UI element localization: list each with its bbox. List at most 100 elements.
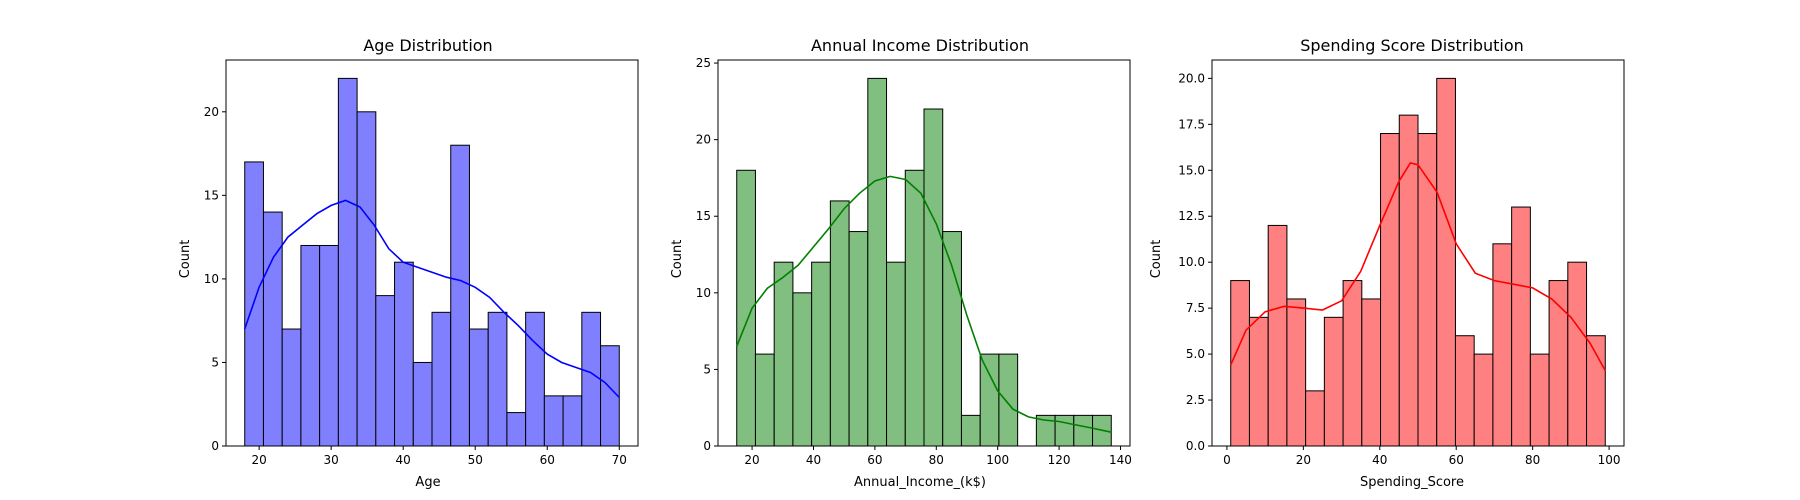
histogram-bar: [412, 361, 433, 447]
x-axis-ticks: 20 30 40 50 60 70: [251, 446, 627, 467]
y-tick-label: 5: [211, 355, 219, 369]
histogram-bar: [581, 311, 602, 447]
histogram-bar: [1342, 280, 1363, 447]
x-tick-label: 20: [744, 453, 759, 467]
y-tick-label: 20.0: [1178, 71, 1205, 85]
x-tick-label: 60: [540, 453, 555, 467]
histogram-bar: [1380, 133, 1400, 447]
histogram-bar: [1436, 77, 1456, 447]
x-tick-label: 120: [1048, 453, 1071, 467]
x-axis-label: Annual_Income_(k$): [854, 475, 986, 490]
histogram-bar: [754, 353, 775, 447]
x-tick-label: 60: [867, 453, 882, 467]
y-tick-label: 10: [696, 286, 711, 300]
y-axis-ticks: 0 5 10 15 20: [204, 105, 226, 453]
y-tick-label: 20: [204, 105, 219, 119]
histogram-bar: [1511, 206, 1531, 447]
histogram-bar: [1454, 335, 1475, 447]
histogram-bar: [1417, 133, 1438, 447]
histogram-bar: [979, 353, 1000, 447]
histogram-bar: [960, 414, 981, 447]
histogram-bar: [562, 395, 583, 447]
x-tick-label: 40: [396, 453, 411, 467]
panel-title: Annual Income Distribution: [811, 36, 1029, 55]
x-tick-label: 100: [986, 453, 1009, 467]
histogram-bar: [998, 353, 1019, 447]
histogram-bar: [543, 395, 564, 447]
histogram-bar: [848, 231, 869, 447]
y-tick-label: 25: [696, 56, 711, 70]
axes-frame: [717, 59, 1131, 447]
histogram-bar: [356, 111, 377, 447]
y-tick-label: 10.0: [1178, 255, 1205, 269]
panel-title: Age Distribution: [363, 36, 492, 55]
histogram-bar: [1473, 353, 1494, 447]
histogram-bars: [1230, 77, 1606, 447]
histogram-bar: [525, 311, 545, 447]
y-tick-label: 15: [696, 209, 711, 223]
axes-frame: [1211, 59, 1625, 447]
axes-frame: [225, 59, 639, 447]
histogram-bars: [736, 77, 1112, 447]
y-axis-label: Count: [1149, 240, 1164, 279]
x-tick-label: 40: [1372, 453, 1387, 467]
histogram-bar: [319, 244, 339, 447]
histogram-bar: [468, 328, 489, 447]
y-axis-ticks: 0 5 10 15 20 25: [696, 56, 718, 453]
y-tick-label: 0: [211, 439, 219, 453]
spending-score-distribution-panel: Spending Score Distribution Spending_Sco…: [1149, 36, 1625, 490]
x-axis-ticks: 20 40 60 80 100 120 140: [744, 446, 1132, 467]
histogram-bar: [1323, 316, 1344, 447]
panel-title: Spending Score Distribution: [1300, 36, 1524, 55]
histogram-bar: [1230, 280, 1250, 447]
x-tick-label: 20: [251, 453, 266, 467]
histogram-bars: [244, 77, 620, 447]
histogram-bar: [600, 345, 620, 447]
x-tick-label: 80: [1525, 453, 1540, 467]
x-axis-ticks: 0 20 40 60 80 100: [1223, 446, 1621, 467]
histogram-bar: [942, 231, 962, 447]
y-tick-label: 20: [696, 133, 711, 147]
annual-income-distribution-panel: Annual Income Distribution Annual_Income…: [670, 36, 1132, 490]
histogram-bar: [811, 261, 831, 447]
histogram-bar: [792, 292, 813, 447]
histogram-bar: [450, 144, 470, 447]
kde-curve: [243, 199, 620, 399]
histogram-bar: [904, 169, 925, 447]
age-distribution-panel: Age Distribution Age Count 20 30 40 50 60 700…: [178, 36, 639, 490]
histogram-bar: [1361, 298, 1382, 447]
histogram-bar: [394, 261, 414, 447]
histogram-bar: [1529, 353, 1550, 447]
histogram-bar: [487, 311, 508, 447]
y-axis-ticks: 0.0 2.5 5.0 7.5 10.0 12.5 15.0 17.5 20.0: [1178, 71, 1212, 453]
y-tick-label: 7.5: [1186, 301, 1205, 315]
y-tick-label: 10: [204, 272, 219, 286]
histogram-bar: [506, 412, 527, 447]
y-tick-label: 17.5: [1178, 117, 1205, 131]
histogram-bar: [431, 311, 452, 447]
histogram-bar: [886, 261, 906, 447]
kde-curve: [1229, 161, 1606, 371]
kde-curve: [735, 175, 1112, 433]
histogram-bar: [923, 108, 944, 447]
histogram-bar: [1248, 316, 1269, 447]
x-tick-label: 20: [1296, 453, 1311, 467]
x-tick-label: 70: [612, 453, 627, 467]
histogram-bar: [337, 77, 358, 447]
x-tick-label: 60: [1449, 453, 1464, 467]
histogram-bar: [262, 211, 283, 447]
y-tick-label: 5.0: [1186, 347, 1205, 361]
y-tick-label: 12.5: [1178, 209, 1205, 223]
histogram-bar: [1267, 224, 1288, 447]
x-axis-label: Spending_Score: [1360, 475, 1464, 490]
x-tick-label: 100: [1598, 453, 1621, 467]
histogram-bar: [1073, 414, 1094, 447]
histogram-bar: [867, 77, 888, 447]
histogram-bar: [281, 328, 302, 447]
histogram-bar: [773, 261, 794, 447]
y-tick-label: 5: [703, 362, 711, 376]
y-axis-label: Count: [670, 240, 685, 279]
x-tick-label: 50: [468, 453, 483, 467]
histogram-bar: [1492, 243, 1513, 447]
histogram-bar: [1305, 390, 1325, 447]
